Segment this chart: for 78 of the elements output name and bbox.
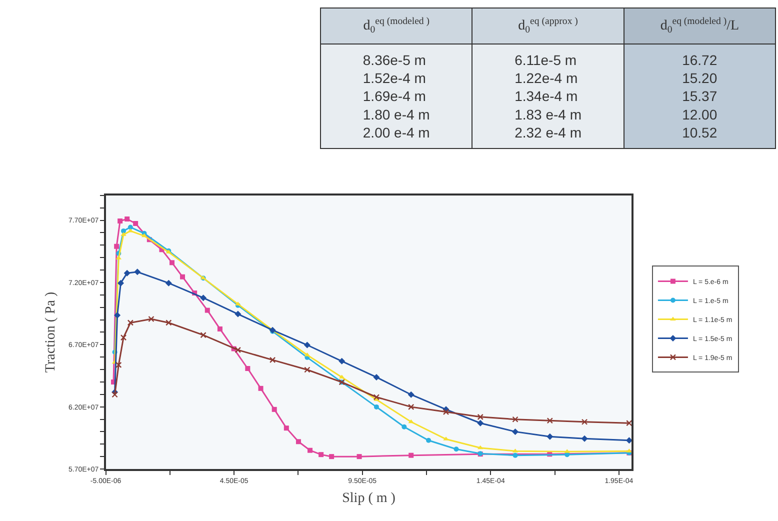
point bbox=[374, 404, 379, 410]
point bbox=[626, 437, 632, 444]
point bbox=[512, 428, 519, 435]
point bbox=[442, 408, 450, 416]
point bbox=[626, 420, 632, 426]
point bbox=[124, 216, 130, 222]
point bbox=[296, 439, 301, 444]
point bbox=[512, 452, 518, 458]
text: 8.36e-5 m bbox=[362, 52, 426, 68]
point bbox=[128, 224, 133, 230]
point bbox=[408, 404, 414, 410]
text: 1.83 e-4 m bbox=[514, 106, 582, 122]
text: 15.20 bbox=[682, 70, 718, 86]
point bbox=[408, 419, 414, 424]
point bbox=[477, 414, 484, 420]
point bbox=[338, 358, 346, 364]
category-label: d$_{0}$$^{eq (modeled )}$/L bbox=[660, 16, 740, 36]
point bbox=[546, 433, 554, 440]
point bbox=[170, 260, 174, 266]
text: 6.11e-5 m bbox=[514, 52, 577, 68]
point bbox=[477, 420, 484, 426]
point bbox=[272, 406, 277, 412]
point bbox=[402, 424, 407, 430]
point bbox=[118, 218, 123, 224]
point bbox=[581, 435, 588, 442]
point bbox=[373, 374, 380, 380]
text: 1.22e-4 m bbox=[514, 70, 578, 86]
point bbox=[114, 244, 120, 249]
point bbox=[408, 452, 414, 458]
point bbox=[166, 320, 172, 326]
point bbox=[426, 438, 432, 443]
point bbox=[148, 316, 154, 322]
point bbox=[234, 310, 242, 318]
point bbox=[180, 274, 186, 280]
text: 2.00 e-4 m bbox=[362, 124, 430, 141]
text: 1.80 e-4 m bbox=[362, 106, 430, 122]
point bbox=[112, 392, 118, 398]
point bbox=[373, 394, 380, 400]
point bbox=[120, 334, 127, 341]
text: 10.52 bbox=[682, 124, 718, 141]
point bbox=[234, 346, 242, 354]
point bbox=[121, 228, 126, 234]
text: 2.32 e-4 m bbox=[514, 124, 582, 141]
point bbox=[356, 454, 362, 460]
text: 16.72 bbox=[682, 52, 718, 68]
point bbox=[512, 416, 518, 422]
text: 1.52e-4 m bbox=[362, 70, 426, 86]
point bbox=[308, 448, 313, 453]
x-axis-title: Slip ( m ) bbox=[342, 490, 396, 506]
point bbox=[318, 452, 324, 458]
text: 15.37 bbox=[682, 88, 718, 104]
point bbox=[204, 308, 210, 313]
point bbox=[134, 268, 141, 276]
text: 12.00 bbox=[682, 106, 718, 122]
point bbox=[200, 294, 207, 302]
point bbox=[217, 326, 222, 332]
point bbox=[127, 320, 134, 326]
point bbox=[408, 391, 414, 398]
point bbox=[165, 280, 172, 286]
point bbox=[258, 386, 264, 391]
point bbox=[117, 280, 124, 286]
point bbox=[133, 220, 138, 226]
point bbox=[329, 454, 334, 460]
point bbox=[304, 366, 310, 373]
point bbox=[581, 418, 588, 425]
point bbox=[116, 362, 122, 368]
point bbox=[114, 312, 121, 319]
point bbox=[454, 446, 459, 452]
text: 1.34e-4 m bbox=[514, 88, 578, 104]
point bbox=[124, 270, 130, 276]
point bbox=[284, 426, 289, 431]
y-axis-title: Traction ( Pa ) bbox=[44, 291, 59, 373]
point bbox=[245, 366, 250, 372]
text: 1.69e-4 m bbox=[362, 88, 426, 104]
point bbox=[269, 356, 276, 364]
point bbox=[304, 342, 310, 348]
point bbox=[546, 418, 553, 424]
point bbox=[200, 332, 206, 338]
